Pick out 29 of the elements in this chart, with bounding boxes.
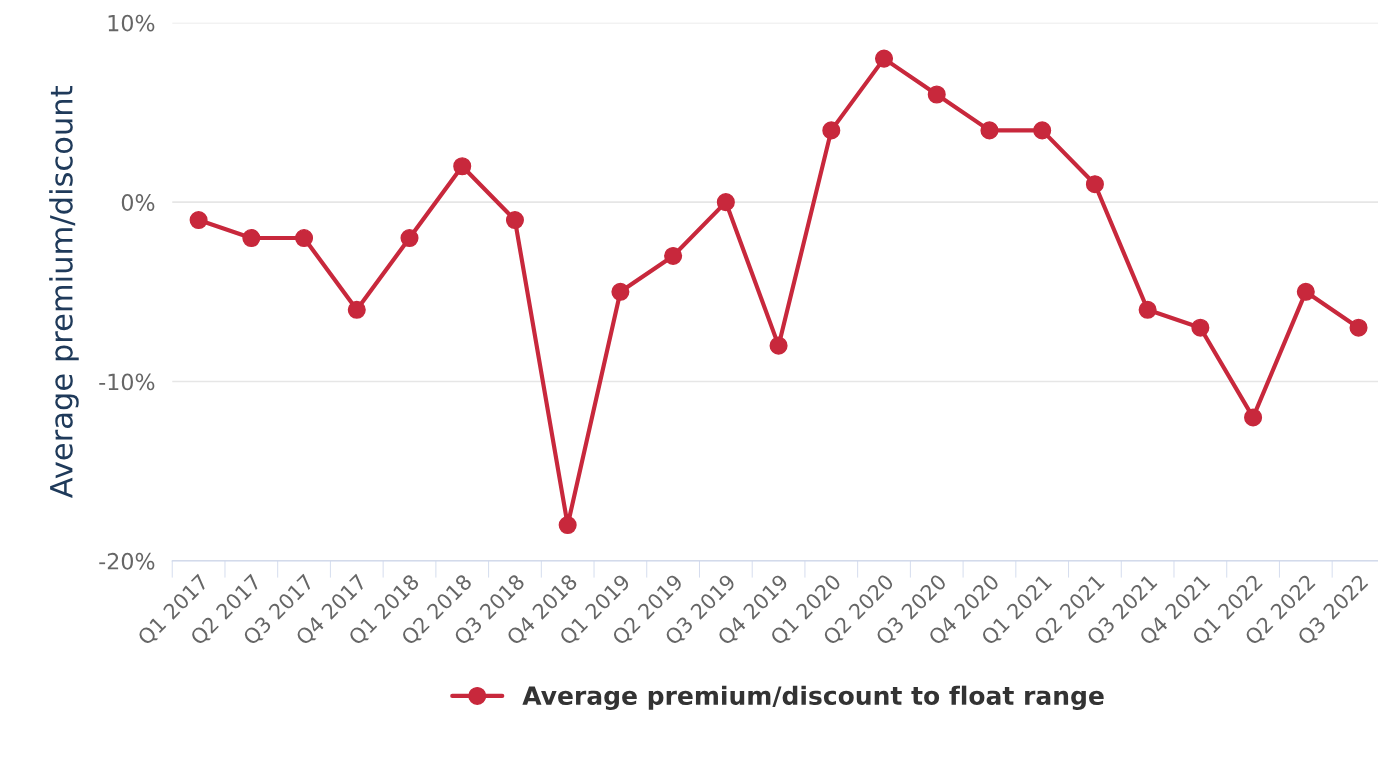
y-tick-label: -20% [99, 552, 155, 570]
y-tick-label: -10% [99, 373, 155, 391]
point [453, 157, 472, 176]
point [822, 121, 841, 140]
y-tick-label: 0% [121, 194, 155, 211]
y-axis-title: Average premium/discount [49, 86, 79, 499]
point [295, 228, 314, 248]
point [980, 121, 999, 140]
legend-label: Average premium/discount to float range [522, 685, 1104, 711]
point [611, 282, 630, 301]
point [1349, 318, 1368, 337]
point [505, 211, 524, 230]
point [1138, 300, 1157, 319]
point [927, 85, 946, 104]
point [400, 228, 419, 248]
point [558, 516, 577, 535]
point [664, 246, 683, 265]
point [1296, 282, 1315, 301]
y-tick-label: 10% [108, 14, 155, 32]
point [716, 193, 735, 212]
point [242, 228, 261, 248]
point [874, 49, 894, 68]
point [1244, 408, 1263, 427]
point [769, 336, 788, 355]
point [1085, 175, 1104, 194]
point [189, 211, 208, 230]
point [1033, 121, 1052, 140]
point [347, 300, 366, 319]
point [1191, 318, 1210, 337]
